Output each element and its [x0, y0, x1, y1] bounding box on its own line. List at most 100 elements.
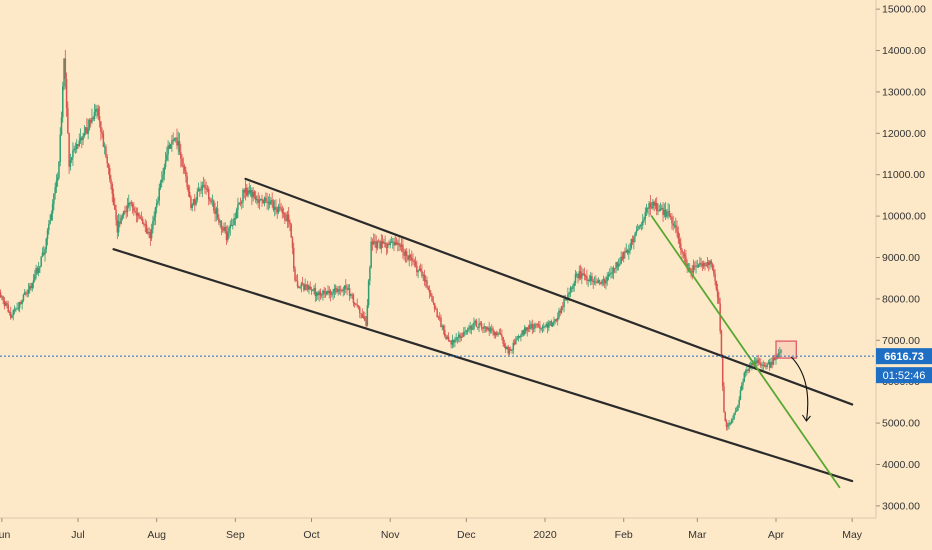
- candle: [711, 262, 714, 271]
- price-axis[interactable]: 3000.004000.005000.006000.007000.008000.…: [875, 0, 926, 518]
- candle: [735, 406, 738, 412]
- candle: [350, 293, 352, 299]
- candle: [442, 324, 445, 335]
- candle-body: [331, 293, 333, 295]
- candle: [681, 248, 683, 259]
- candle-body: [44, 249, 46, 255]
- candle-body: [747, 369, 749, 371]
- candle: [18, 301, 21, 313]
- candle: [746, 365, 748, 376]
- candle: [436, 307, 438, 318]
- candle: [546, 321, 549, 334]
- candle: [322, 289, 324, 301]
- candle: [614, 267, 616, 274]
- candle-body: [296, 280, 299, 287]
- candle-body: [766, 364, 768, 367]
- candle-body: [115, 209, 117, 220]
- candle: [221, 225, 224, 233]
- trendline-channel-upper[interactable]: [244, 177, 854, 406]
- candle: [662, 202, 664, 223]
- candle: [348, 284, 351, 301]
- candle-body: [664, 209, 667, 217]
- candle-body: [192, 199, 195, 205]
- candle-body: [207, 188, 210, 200]
- candle-body: [391, 241, 394, 243]
- candle-body: [398, 243, 400, 246]
- candle-body: [634, 233, 636, 237]
- trendline-channel-lower[interactable]: [112, 248, 854, 483]
- candle-body: [30, 285, 32, 289]
- candle: [447, 332, 450, 342]
- candle: [287, 207, 290, 228]
- candle-body: [166, 154, 168, 161]
- candle-body: [305, 284, 308, 286]
- candle: [158, 183, 160, 206]
- candle-body: [206, 188, 209, 190]
- candle-body: [723, 386, 725, 413]
- candle-body: [682, 252, 685, 254]
- candle: [398, 236, 400, 251]
- candle: [525, 326, 527, 334]
- candle: [497, 331, 499, 337]
- candle: [431, 293, 433, 302]
- candle: [35, 264, 37, 280]
- candle: [325, 290, 328, 296]
- candle: [315, 291, 318, 301]
- candle: [148, 226, 150, 239]
- candle: [441, 324, 443, 331]
- candle-body: [765, 365, 767, 367]
- candle: [658, 204, 660, 212]
- candle-body: [629, 248, 631, 251]
- trendline-fast-downtrend[interactable]: [650, 215, 841, 489]
- candle: [409, 253, 412, 262]
- candle: [144, 219, 147, 233]
- time-axis[interactable]: Jun Jul Aug Sep Oct Nov Dec 2020 Feb Mar Apr May: [0, 517, 876, 541]
- target-zone-box[interactable]: [775, 340, 797, 359]
- candle-body: [720, 331, 723, 356]
- candle: [308, 284, 310, 295]
- candle-body: [709, 260, 711, 265]
- candle: [79, 128, 82, 144]
- candle: [520, 333, 522, 342]
- candle: [574, 269, 577, 286]
- current-price-badge[interactable]: [876, 348, 932, 365]
- candle-body: [576, 273, 578, 275]
- candle-body: [204, 184, 206, 189]
- candle-body: [640, 225, 643, 226]
- candle: [673, 221, 676, 229]
- candle-body: [506, 347, 508, 350]
- candle: [734, 407, 737, 416]
- candle: [64, 49, 67, 90]
- candle-body: [338, 289, 341, 291]
- candle: [372, 233, 375, 246]
- candle-body: [31, 283, 34, 289]
- candle-body: [232, 224, 234, 227]
- candle: [42, 245, 45, 257]
- candle-body: [195, 199, 197, 205]
- candle: [91, 108, 93, 125]
- candle-body: [454, 339, 456, 343]
- candle: [417, 270, 419, 279]
- candle-body: [468, 327, 470, 330]
- candle: [261, 194, 263, 207]
- candle: [529, 320, 531, 333]
- candle: [671, 213, 673, 230]
- candle: [194, 194, 196, 212]
- candle: [188, 184, 191, 198]
- projection-arrow[interactable]: [790, 356, 809, 422]
- candle: [471, 323, 474, 330]
- candle-body: [760, 363, 762, 366]
- candle: [560, 305, 563, 315]
- candle: [356, 298, 358, 308]
- candle-body: [322, 290, 324, 295]
- candle: [692, 259, 695, 277]
- candle-body: [719, 303, 721, 332]
- candle: [386, 242, 389, 254]
- candle: [748, 362, 751, 373]
- candle: [657, 203, 659, 216]
- candle: [484, 326, 487, 333]
- candle: [694, 261, 696, 271]
- candle-body: [7, 304, 9, 312]
- candle-body: [348, 288, 351, 296]
